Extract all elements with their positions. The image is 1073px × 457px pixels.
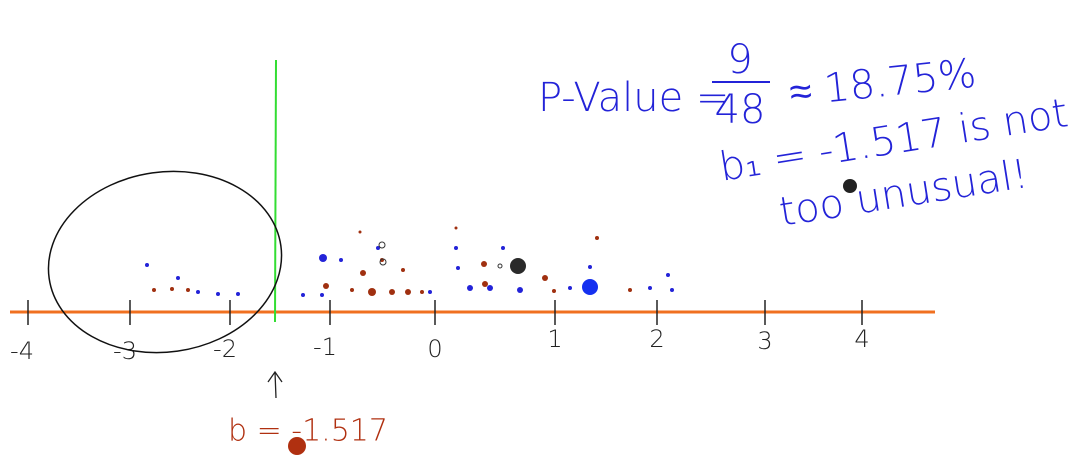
observed-label: b = -1.517 (228, 414, 388, 449)
tick-label: 1 (547, 325, 562, 353)
tick-label: 3 (757, 327, 772, 355)
p-denominator: 48 (715, 87, 766, 133)
tick-label: -1 (313, 333, 337, 361)
observed-dot (843, 179, 857, 193)
p-value-label: P-Value = (538, 75, 729, 121)
p-numerator: 9 (727, 37, 752, 83)
tick-label: -2 (213, 335, 237, 363)
whiteboard: -4 -3 -2 -1 0 1 2 3 4 (0, 0, 1073, 457)
tick-label: -4 (10, 337, 34, 365)
observed-red-dot (288, 437, 306, 455)
tick-label: 0 (427, 335, 442, 363)
tick-label: 2 (649, 325, 664, 353)
tick-label: 4 (854, 325, 869, 353)
